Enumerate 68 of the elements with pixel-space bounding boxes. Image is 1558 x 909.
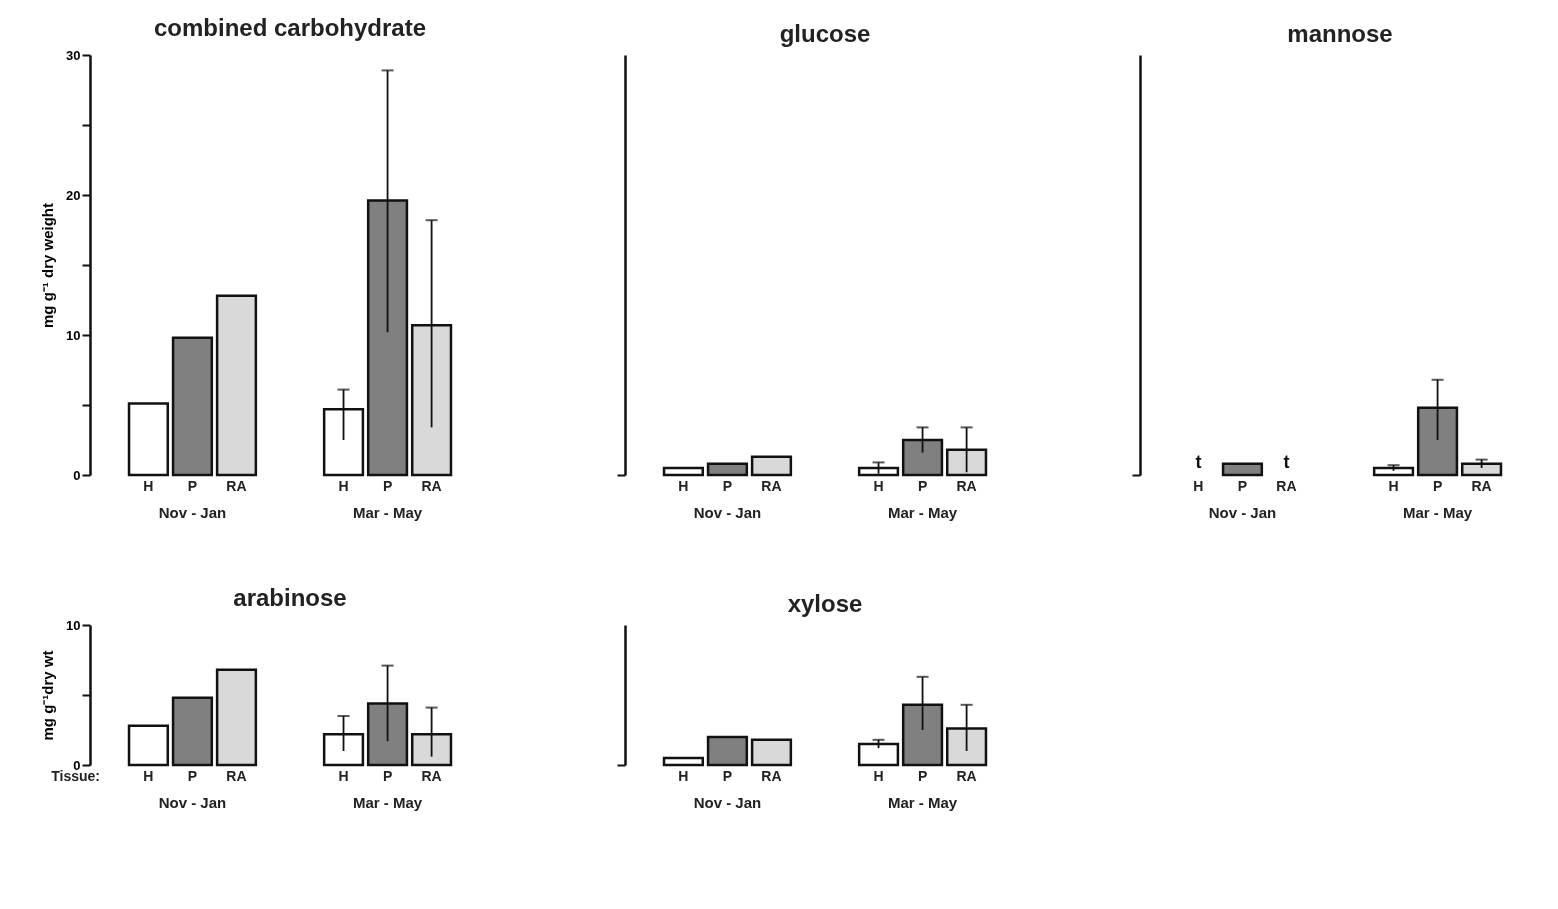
bar xyxy=(127,402,170,477)
text: RA xyxy=(956,478,977,494)
series-label: H xyxy=(678,478,689,494)
text: t xyxy=(1283,452,1290,472)
series-label: RA xyxy=(226,768,247,784)
y-tick-label: 0 xyxy=(73,467,81,483)
series-label: P xyxy=(722,478,733,494)
bar xyxy=(857,742,900,767)
x-tick-label: Mar - May xyxy=(352,503,423,521)
series-label: H xyxy=(143,768,154,784)
bar xyxy=(171,336,214,477)
text: P xyxy=(382,768,393,784)
bar xyxy=(171,696,214,767)
bar xyxy=(215,294,258,477)
y-axis-title: mg g⁻¹dry wt xyxy=(39,650,57,741)
text: P xyxy=(917,478,928,494)
text: H xyxy=(873,768,884,784)
x-tick-label: Nov - Jan xyxy=(693,793,762,811)
text: RA xyxy=(421,478,442,494)
series-label: H xyxy=(1388,478,1399,494)
bar xyxy=(706,462,749,477)
series-label: RA xyxy=(226,478,247,494)
x-tick-label: Mar - May xyxy=(887,503,958,521)
series-label: H xyxy=(143,478,154,494)
bar xyxy=(857,466,900,477)
series-label: RA xyxy=(761,478,782,494)
y-tick-label: 10 xyxy=(66,327,81,343)
text: RA xyxy=(421,768,442,784)
text: H xyxy=(1193,478,1204,494)
x-tick-label: Nov - Jan xyxy=(158,503,227,521)
x-tick-label: Mar - May xyxy=(352,793,423,811)
text: H xyxy=(338,478,349,494)
bar xyxy=(706,735,749,767)
series-label: H xyxy=(678,768,689,784)
text: H xyxy=(338,768,349,784)
bar xyxy=(662,466,705,477)
chart-title: combined carbohydrate xyxy=(153,14,427,41)
bar xyxy=(662,756,705,767)
text: P xyxy=(1432,478,1443,494)
chart-title: glucose xyxy=(779,20,871,47)
chart-title: mannose xyxy=(1287,20,1393,47)
y-tick-label: 20 xyxy=(66,187,81,203)
x-tick-label: Mar - May xyxy=(1402,503,1473,521)
x-tick-label: Nov - Jan xyxy=(693,503,762,521)
y-tick-label: 10 xyxy=(66,617,81,633)
chart-title: xylose xyxy=(787,590,863,617)
series-label: P xyxy=(722,768,733,784)
text: RA xyxy=(1276,478,1297,494)
text: H xyxy=(873,478,884,494)
bar xyxy=(750,455,793,477)
bar xyxy=(215,668,258,767)
text: P xyxy=(917,768,928,784)
chart-title: arabinose xyxy=(233,584,347,611)
y-axis-title: mg g⁻¹ dry weight xyxy=(39,203,57,328)
series-label: RA xyxy=(1471,478,1492,494)
text: RA xyxy=(956,768,977,784)
x-tick-label: Mar - May xyxy=(887,793,958,811)
series-label: P xyxy=(1237,478,1248,494)
x-tick-label: Nov - Jan xyxy=(1208,503,1277,521)
bar xyxy=(127,724,170,767)
x-tick-label: Nov - Jan xyxy=(158,793,227,811)
text: P xyxy=(382,478,393,494)
text: t xyxy=(1195,452,1202,472)
series-label: P xyxy=(187,478,198,494)
y-tick-label: 30 xyxy=(66,47,81,63)
series-label: P xyxy=(187,768,198,784)
bar xyxy=(750,738,793,767)
series-label: RA xyxy=(761,768,782,784)
